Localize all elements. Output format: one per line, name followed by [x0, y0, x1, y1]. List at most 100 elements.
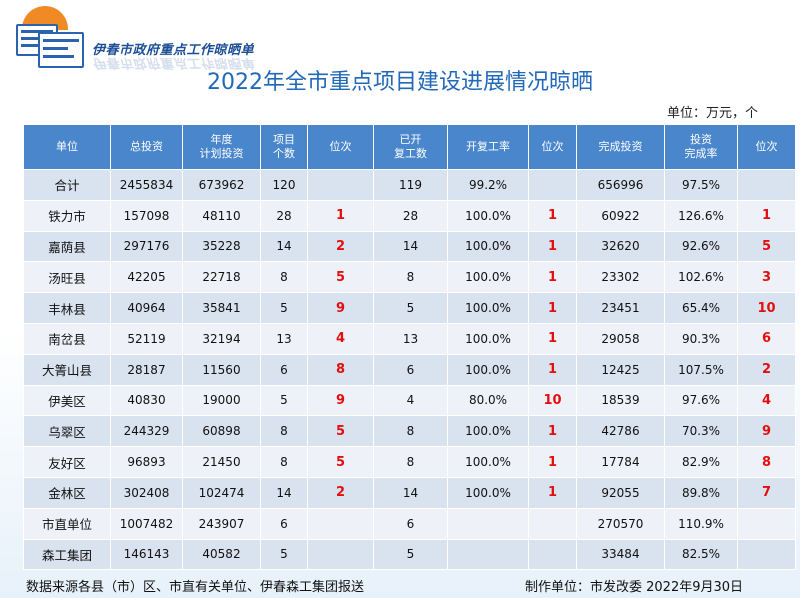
table-cell: 60922 — [576, 199, 665, 232]
table-cell: 42205 — [110, 261, 183, 294]
unit-name-cell: 汤旺县 — [23, 261, 111, 294]
rank-cell — [307, 507, 374, 540]
table-cell: 14 — [260, 230, 308, 263]
table-row: 汤旺县 42205 22718 8 5 8 100.0% 1 23302 102.6% 3 — [23, 261, 796, 294]
rank-cell: 1 — [737, 199, 796, 232]
table-cell: 100.0% — [447, 415, 529, 448]
column-header: 年度 计划投资 — [182, 124, 261, 170]
rank-cell: 10 — [737, 292, 796, 324]
org-name: 伊春市政府重点工作晾晒单 — [92, 43, 255, 58]
rank-cell: 5 — [307, 261, 374, 294]
rank-cell: 1 — [528, 353, 577, 386]
table-cell: 28 — [260, 199, 308, 232]
table-cell: 146143 — [110, 538, 183, 571]
rank-cell — [307, 169, 374, 201]
unit-label: 单位：万元，个 — [666, 106, 758, 121]
table-cell: 673962 — [182, 169, 261, 201]
table-cell: 13 — [260, 322, 308, 355]
unit-name-cell: 伊美区 — [23, 384, 111, 417]
table-cell: 656996 — [576, 169, 665, 201]
table-cell: 126.6% — [664, 199, 738, 232]
table-header-row: 单位 总投资 年度 计划投资 项目 个数 位次 已开 复工数 开复工率 位次 完成投资 投资 完成率 位次 — [23, 124, 796, 170]
table-cell: 4 — [373, 384, 448, 417]
column-header: 开复工率 — [447, 124, 529, 170]
table-cell: 100.0% — [447, 292, 529, 324]
table-cell: 297176 — [110, 230, 183, 263]
rank-cell: 8 — [737, 446, 796, 478]
table-cell: 100.0% — [447, 476, 529, 509]
table-cell: 6 — [260, 507, 308, 540]
project-table: 单位 总投资 年度 计划投资 项目 个数 位次 已开 复工数 开复工率 位次 完成投资 投资 完成率 位次 … — [23, 124, 796, 571]
table-row: 合计 2455834 673962 120 119 99.2% 656996 97.5% — [23, 169, 796, 201]
unit-name-cell: 丰林县 — [23, 292, 111, 324]
table-row: 丰林县 40964 35841 5 9 5 100.0% 1 23451 65.4% 10 — [23, 292, 796, 324]
rank-cell: 5 — [307, 446, 374, 478]
table-cell: 40830 — [110, 384, 183, 417]
logo — [14, 6, 84, 68]
unit-name-cell: 森工集团 — [23, 538, 111, 571]
rank-cell — [737, 507, 796, 540]
table-row: 南岔县 52119 32194 13 4 13 100.0% 1 29058 90.3% 6 — [23, 322, 796, 355]
table-cell: 29058 — [576, 322, 665, 355]
table-cell: 119 — [373, 169, 448, 201]
table-cell: 92.6% — [664, 230, 738, 263]
rank-cell: 4 — [737, 384, 796, 417]
rank-cell: 1 — [528, 199, 577, 232]
table-cell: 35228 — [182, 230, 261, 263]
rank-cell: 3 — [737, 261, 796, 294]
table-cell: 102.6% — [664, 261, 738, 294]
table-cell: 102474 — [182, 476, 261, 509]
table-cell: 5 — [260, 538, 308, 571]
table-cell: 97.6% — [664, 384, 738, 417]
rank-cell: 9 — [307, 292, 374, 324]
table-cell: 28187 — [110, 353, 183, 386]
page-title: 2022年全市重点项目建设进展情况晾晒 — [207, 70, 593, 95]
unit-name-cell: 金林区 — [23, 476, 111, 509]
unit-name-cell: 铁力市 — [23, 199, 111, 232]
table-cell: 13 — [373, 322, 448, 355]
table-cell: 42786 — [576, 415, 665, 448]
table-cell: 1007482 — [110, 507, 183, 540]
table-cell: 243907 — [182, 507, 261, 540]
table-cell: 8 — [260, 261, 308, 294]
unit-name-cell: 市直单位 — [23, 507, 111, 540]
rank-cell: 7 — [737, 476, 796, 509]
unit-name-cell: 嘉荫县 — [23, 230, 111, 263]
table-cell — [447, 507, 529, 540]
table-cell: 23451 — [576, 292, 665, 324]
table-cell: 12425 — [576, 353, 665, 386]
table-cell: 82.5% — [664, 538, 738, 571]
rank-cell — [737, 169, 796, 201]
table-cell: 99.2% — [447, 169, 529, 201]
table-cell: 97.5% — [664, 169, 738, 201]
rank-cell: 1 — [528, 476, 577, 509]
column-header: 位次 — [307, 124, 374, 170]
table-cell: 52119 — [110, 322, 183, 355]
table-cell: 11560 — [182, 353, 261, 386]
table-cell: 14 — [373, 230, 448, 263]
table-cell: 100.0% — [447, 353, 529, 386]
table-row: 嘉荫县 297176 35228 14 2 14 100.0% 1 32620 92.6% 5 — [23, 230, 796, 263]
rank-cell: 1 — [528, 230, 577, 263]
rank-cell: 9 — [307, 384, 374, 417]
column-header: 位次 — [528, 124, 577, 170]
table-cell: 100.0% — [447, 199, 529, 232]
table-row: 市直单位 1007482 243907 6 6 270570 110.9% — [23, 507, 796, 540]
column-header: 总投资 — [110, 124, 183, 170]
rank-cell: 5 — [307, 415, 374, 448]
table-cell: 14 — [373, 476, 448, 509]
table-cell: 70.3% — [664, 415, 738, 448]
column-header: 项目 个数 — [260, 124, 308, 170]
table-cell: 302408 — [110, 476, 183, 509]
rank-cell: 6 — [737, 322, 796, 355]
table-cell: 5 — [373, 292, 448, 324]
rank-cell — [528, 169, 577, 201]
rank-cell: 1 — [528, 415, 577, 448]
column-header: 投资 完成率 — [664, 124, 738, 170]
table-cell: 21450 — [182, 446, 261, 478]
table-cell: 8 — [260, 446, 308, 478]
table-cell: 80.0% — [447, 384, 529, 417]
rank-cell: 2 — [737, 353, 796, 386]
table-cell — [447, 538, 529, 571]
table-cell: 100.0% — [447, 261, 529, 294]
